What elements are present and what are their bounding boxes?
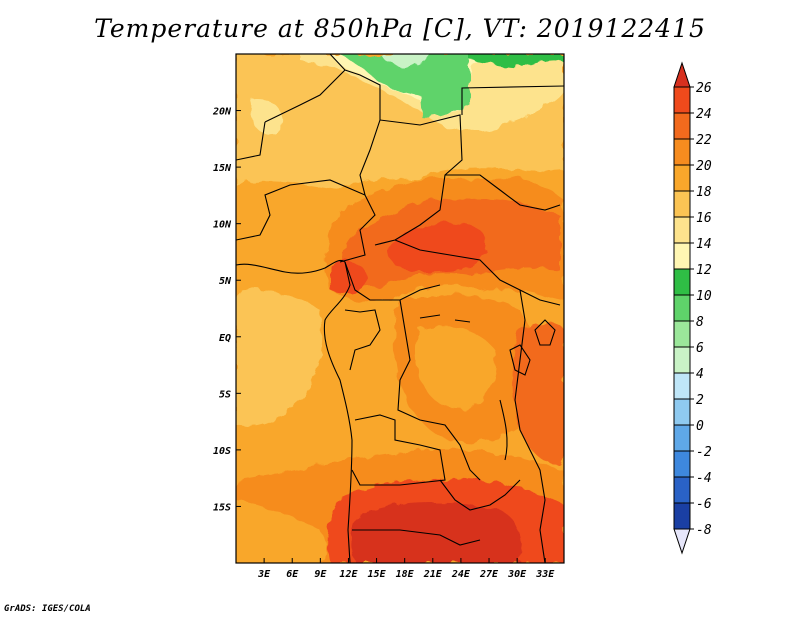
x-tick-label: 24E <box>451 569 471 580</box>
cold-spot-region <box>380 54 430 66</box>
y-tick-label: 15S <box>213 502 231 513</box>
y-tick-label: 5N <box>219 276 232 287</box>
colorbar-box <box>673 268 691 296</box>
colorbar-label: -6 <box>696 497 712 512</box>
y-tick-label: 5S <box>219 389 231 400</box>
x-tick-label: 15E <box>368 569 387 580</box>
southwest-18-20-region <box>236 500 327 563</box>
y-tick-label: 10N <box>213 220 232 231</box>
colorbar-label: -8 <box>696 523 712 538</box>
colorbar-label: -4 <box>696 471 712 486</box>
country-boundaries <box>236 54 564 563</box>
colorbar-label: 0 <box>696 419 704 434</box>
colorbar-label: 12 <box>696 263 712 278</box>
x-tick-label: 6E <box>286 569 299 580</box>
colorbar-label: 10 <box>696 289 712 304</box>
colorbar-label: 18 <box>696 185 712 200</box>
colorbar-top-triangle <box>673 61 691 88</box>
colorbar-box <box>673 112 691 140</box>
colorbar-label: 6 <box>696 341 704 356</box>
temperature-field <box>236 54 564 563</box>
colorbar-label: 26 <box>696 81 712 96</box>
colorbar-box <box>673 242 691 270</box>
colorbar-label: 24 <box>696 107 712 122</box>
colorbar-box <box>673 372 691 400</box>
colorbar-box <box>673 450 691 478</box>
colorbar-label: -2 <box>696 445 712 460</box>
y-tick-label: 10S <box>213 446 231 457</box>
colorbar-label: 20 <box>696 159 712 174</box>
colorbar-box <box>673 346 691 374</box>
central-24-26-region <box>330 222 488 294</box>
colorbar-label: 14 <box>696 237 712 252</box>
x-tick-label: 18E <box>396 569 415 580</box>
colorbar-box <box>673 164 691 192</box>
y-tick-label: EQ <box>219 333 231 344</box>
y-tick-label: 20N <box>212 107 232 118</box>
colorbar-bottom-triangle <box>673 528 691 555</box>
colorbar-box <box>673 476 691 504</box>
colorbar-label: 8 <box>696 315 704 330</box>
sahara-green-region <box>340 54 470 119</box>
colorbar-label: 4 <box>696 367 704 382</box>
colorbar-box <box>673 138 691 166</box>
west-coast-16-18-region <box>236 288 322 427</box>
x-tick-label: 33E <box>535 569 555 580</box>
map-frame <box>235 53 565 564</box>
east-22-24-region <box>512 322 564 464</box>
x-axis: 3E 6E 9E 12E 15E 18E 21E 24E 27E 30E 33E <box>257 558 555 580</box>
colorbar-box <box>673 294 691 322</box>
colorbar-box <box>673 502 691 530</box>
grads-credit: GrADS: IGES/COLA <box>4 604 91 614</box>
colorbar-box <box>673 190 691 218</box>
colorbar-label: 22 <box>696 133 712 148</box>
colorbar-label: 16 <box>696 211 712 226</box>
y-tick-label: 15N <box>213 163 232 174</box>
x-tick-label: 30E <box>507 569 527 580</box>
colorbar-box <box>673 86 691 114</box>
colorbar-box <box>673 216 691 244</box>
northeast-green-region <box>470 54 564 67</box>
x-tick-label: 12E <box>339 569 358 580</box>
congo-18-20-region <box>415 326 497 411</box>
chart-title: Temperature at 850hPa [C], VT: 201912241… <box>94 14 706 43</box>
colorbar-box <box>673 424 691 452</box>
x-tick-label: 9E <box>314 569 327 580</box>
colorbar-label: 2 <box>696 393 704 408</box>
y-axis: 20N 15N 10N 5N EQ 5S 10S 15S <box>212 107 241 513</box>
south-26-plus-region <box>352 503 522 563</box>
x-tick-label: 27E <box>479 569 499 580</box>
colorbar-box <box>673 320 691 348</box>
colorbar-box <box>673 398 691 426</box>
x-tick-label: 3E <box>257 569 271 580</box>
x-tick-label: 21E <box>423 569 443 580</box>
